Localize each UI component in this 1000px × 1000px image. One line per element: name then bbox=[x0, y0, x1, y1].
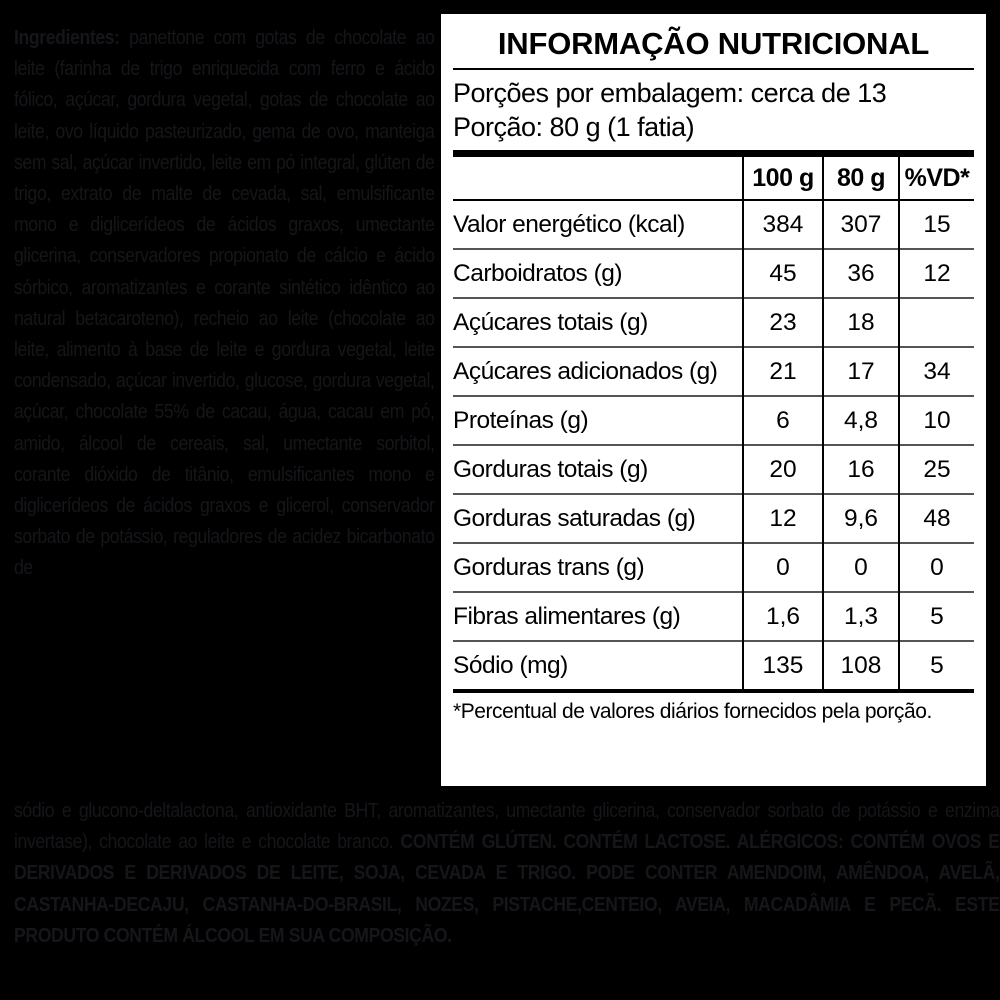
table-row: Gorduras trans (g) 0 0 0 bbox=[453, 542, 974, 592]
value-100g: 23 bbox=[742, 297, 823, 347]
column-header-vd: %VD* bbox=[898, 157, 974, 200]
nutrient-label: Gorduras saturadas (g) bbox=[453, 493, 743, 543]
value-100g: 135 bbox=[742, 640, 823, 689]
value-vd: 12 bbox=[898, 248, 974, 298]
value-80g: 18 bbox=[822, 297, 899, 347]
value-vd: 5 bbox=[898, 640, 974, 689]
value-vd: 34 bbox=[898, 346, 974, 396]
value-100g: 12 bbox=[742, 493, 823, 543]
value-vd: 48 bbox=[898, 493, 974, 543]
table-header-row: 100 g 80 g %VD* bbox=[453, 157, 974, 200]
value-100g: 21 bbox=[742, 346, 823, 396]
column-header-100g: 100 g bbox=[742, 157, 823, 200]
vd-footnote: *Percentual de valores diários fornecido… bbox=[453, 700, 932, 723]
value-100g: 6 bbox=[742, 395, 823, 445]
ingredients-continuation: sódio e glucono-deltalactona, antioxidan… bbox=[14, 795, 1000, 951]
ingredients-body-column: panettone com gotas de chocolate ao leit… bbox=[14, 26, 435, 580]
serving-divider bbox=[453, 150, 974, 157]
nutrient-label: Proteínas (g) bbox=[453, 395, 743, 445]
nutrient-label: Açúcares adicionados (g) bbox=[453, 346, 743, 396]
value-100g: 0 bbox=[742, 542, 823, 592]
column-header-nutrient bbox=[453, 157, 743, 200]
value-vd: 0 bbox=[898, 542, 974, 592]
title-divider bbox=[453, 68, 974, 70]
table-row: Gorduras saturadas (g) 12 9,6 48 bbox=[453, 493, 974, 543]
table-row: Açúcares adicionados (g) 21 17 34 bbox=[453, 346, 974, 396]
value-80g: 16 bbox=[822, 444, 899, 494]
table-row: Valor energético (kcal) 384 307 15 bbox=[453, 199, 974, 249]
table-row: Fibras alimentares (g) 1,6 1,3 5 bbox=[453, 591, 974, 641]
nutrient-label: Carboidratos (g) bbox=[453, 248, 743, 298]
table-row: Açúcares totais (g) 23 18 bbox=[453, 297, 974, 347]
nutrition-table-body: Valor energético (kcal) 384 307 15 Carboidra… bbox=[453, 199, 974, 689]
value-80g: 9,6 bbox=[822, 493, 899, 543]
nutrition-facts-panel: INFORMAÇÃO NUTRICIONAL Porções por embal… bbox=[441, 14, 986, 786]
value-vd: 15 bbox=[898, 199, 974, 249]
value-vd: 10 bbox=[898, 395, 974, 445]
table-bottom-divider bbox=[453, 689, 974, 693]
table-row: Gorduras totais (g) 20 16 25 bbox=[453, 444, 974, 494]
value-80g: 4,8 bbox=[822, 395, 899, 445]
nutrient-label: Fibras alimentares (g) bbox=[453, 591, 743, 641]
nutrient-label: Gorduras totais (g) bbox=[453, 444, 743, 494]
servings-per-package: Porções por embalagem: cerca de 13 bbox=[453, 78, 887, 108]
nutrient-label: Gorduras trans (g) bbox=[453, 542, 743, 592]
nutrient-label: Sódio (mg) bbox=[453, 640, 743, 689]
column-header-80g: 80 g bbox=[822, 157, 899, 200]
value-80g: 307 bbox=[822, 199, 899, 249]
value-80g: 17 bbox=[822, 346, 899, 396]
table-row: Sódio (mg) 135 108 5 bbox=[453, 640, 974, 689]
table-row: Carboidratos (g) 45 36 12 bbox=[453, 248, 974, 298]
value-100g: 1,6 bbox=[742, 591, 823, 641]
nutrition-table: 100 g 80 g %VD* Valor energético (kcal) 3… bbox=[453, 157, 974, 689]
ingredients-paragraph: Ingredientes: panettone com gotas de cho… bbox=[14, 22, 435, 584]
value-80g: 36 bbox=[822, 248, 899, 298]
ingredients-label: Ingredientes: bbox=[14, 26, 120, 49]
value-100g: 20 bbox=[742, 444, 823, 494]
nutrient-label: Valor energético (kcal) bbox=[453, 199, 743, 249]
value-100g: 45 bbox=[742, 248, 823, 298]
nutrient-label: Açúcares totais (g) bbox=[453, 297, 743, 347]
value-80g: 1,3 bbox=[822, 591, 899, 641]
value-100g: 384 bbox=[742, 199, 823, 249]
value-vd bbox=[898, 297, 974, 347]
table-row: Proteínas (g) 6 4,8 10 bbox=[453, 395, 974, 445]
allergen-notice: CONTÉM GLÚTEN. CONTÉM LACTOSE. ALÉRGICOS… bbox=[14, 830, 1000, 947]
serving-size: Porção: 80 g (1 fatia) bbox=[453, 112, 695, 142]
value-80g: 0 bbox=[822, 542, 899, 592]
value-vd: 25 bbox=[898, 444, 974, 494]
value-80g: 108 bbox=[822, 640, 899, 689]
ingredients-body-full-width: sódio e glucono-deltalactona, antioxidan… bbox=[14, 799, 1000, 854]
value-vd: 5 bbox=[898, 591, 974, 641]
panel-title: INFORMAÇÃO NUTRICIONAL bbox=[497, 26, 930, 61]
